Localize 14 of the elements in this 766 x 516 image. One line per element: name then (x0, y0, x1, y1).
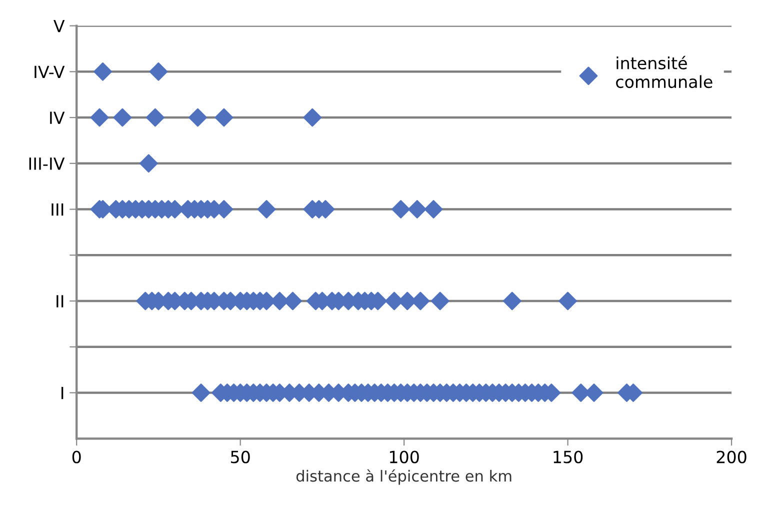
x-tick-label: 0 (72, 450, 81, 464)
x-tick-label: 200 (716, 450, 746, 464)
x-tick-label: 100 (390, 450, 419, 464)
x-tick-label: 50 (231, 450, 250, 464)
legend-label: intensité communale (616, 56, 712, 88)
y-tick-label: II (56, 295, 64, 308)
x-tick-label: 150 (554, 450, 583, 464)
y-tick-label: III (52, 203, 64, 216)
x-axis-title: distance à l'épicentre en km (296, 469, 512, 485)
y-tick-label: IV (50, 112, 65, 124)
y-tick-label: IV-V (34, 66, 65, 78)
y-tick-label: III-IV (29, 158, 65, 170)
y-tick-label: V (54, 20, 65, 32)
y-tick-label: I (62, 386, 64, 400)
